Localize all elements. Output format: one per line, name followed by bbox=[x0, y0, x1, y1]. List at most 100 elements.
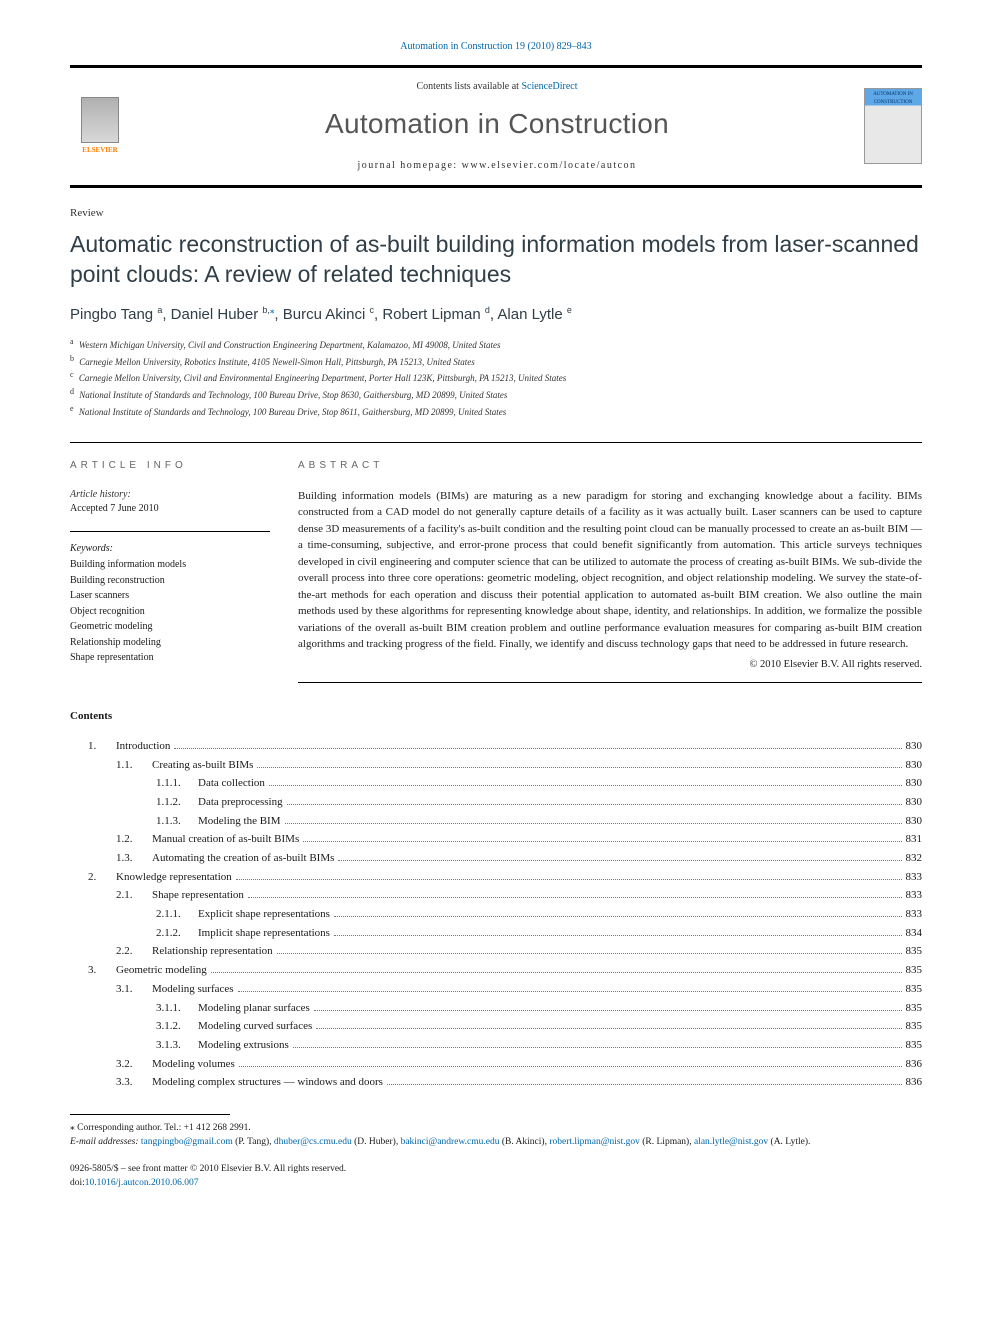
footer-block: 0926-5805/$ – see front matter © 2010 El… bbox=[70, 1163, 922, 1191]
toc-number: 2.1.1. bbox=[156, 905, 198, 924]
toc-page: 830 bbox=[906, 756, 923, 775]
article-info-heading: ARTICLE INFO bbox=[70, 459, 270, 474]
toc-title: Data preprocessing bbox=[198, 793, 283, 812]
toc-entry[interactable]: 3.1.2.Modeling curved surfaces835 bbox=[70, 1017, 922, 1036]
toc-page: 835 bbox=[906, 1017, 923, 1036]
email-link[interactable]: tangpingbo@gmail.com bbox=[141, 1137, 233, 1147]
toc-page: 833 bbox=[906, 868, 923, 887]
email-link[interactable]: bakinci@andrew.cmu.edu bbox=[401, 1137, 500, 1147]
toc-leader bbox=[303, 841, 901, 842]
author: Burcu Akinci c bbox=[283, 306, 374, 323]
toc-page: 831 bbox=[906, 830, 923, 849]
toc-entry[interactable]: 1.2.Manual creation of as-built BIMs 831 bbox=[70, 830, 922, 849]
journal-homepage: journal homepage: www.elsevier.com/locat… bbox=[130, 159, 864, 174]
contents-heading: Contents bbox=[70, 709, 922, 725]
toc-title: Modeling the BIM bbox=[198, 812, 281, 831]
header-center: Contents lists available at ScienceDirec… bbox=[130, 80, 864, 174]
toc-leader bbox=[285, 823, 902, 824]
affiliation: e National Institute of Standards and Te… bbox=[70, 403, 922, 420]
affiliation-list: a Western Michigan University, Civil and… bbox=[70, 336, 922, 421]
toc-entry[interactable]: 2.1.Shape representation833 bbox=[70, 886, 922, 905]
toc-number: 1. bbox=[88, 737, 116, 756]
toc-number: 1.1. bbox=[116, 756, 152, 775]
toc-entry[interactable]: 2.Knowledge representation833 bbox=[70, 868, 922, 887]
toc-entry[interactable]: 1.1.3.Modeling the BIM830 bbox=[70, 812, 922, 831]
toc-page: 835 bbox=[906, 961, 923, 980]
toc-entry[interactable]: 3.1.Modeling surfaces835 bbox=[70, 980, 922, 999]
abstract-column: ABSTRACT Building information models (BI… bbox=[298, 442, 922, 683]
toc-number: 2.1.2. bbox=[156, 924, 198, 943]
doi-line: doi:10.1016/j.autcon.2010.06.007 bbox=[70, 1177, 922, 1191]
toc-page: 836 bbox=[906, 1055, 923, 1074]
toc-title: Creating as-built BIMs bbox=[152, 756, 253, 775]
toc-leader bbox=[238, 991, 902, 992]
keyword: Building information models bbox=[70, 557, 270, 573]
toc-number: 3. bbox=[88, 961, 116, 980]
toc-entry[interactable]: 1.1.2.Data preprocessing830 bbox=[70, 793, 922, 812]
toc-page: 833 bbox=[906, 886, 923, 905]
toc-leader bbox=[293, 1047, 902, 1048]
toc-number: 1.2. bbox=[116, 830, 152, 849]
email-addresses: E-mail addresses: tangpingbo@gmail.com (… bbox=[70, 1135, 922, 1149]
toc-entry[interactable]: 3.Geometric modeling835 bbox=[70, 961, 922, 980]
email-link[interactable]: robert.lipman@nist.gov bbox=[549, 1137, 640, 1147]
keywords-label: Keywords: bbox=[70, 542, 270, 557]
keyword: Laser scanners bbox=[70, 588, 270, 604]
sciencedirect-link[interactable]: ScienceDirect bbox=[521, 81, 577, 92]
toc-entry[interactable]: 2.1.2.Implicit shape representations 834 bbox=[70, 924, 922, 943]
toc-leader bbox=[248, 897, 902, 898]
toc-page: 833 bbox=[906, 905, 923, 924]
keyword: Building reconstruction bbox=[70, 573, 270, 589]
toc-title: Knowledge representation bbox=[116, 868, 232, 887]
toc-leader bbox=[211, 972, 902, 973]
affiliation: b Carnegie Mellon University, Robotics I… bbox=[70, 353, 922, 370]
toc-title: Shape representation bbox=[152, 886, 244, 905]
toc-number: 3.3. bbox=[116, 1073, 152, 1092]
toc-page: 830 bbox=[906, 812, 923, 831]
publisher-name: ELSEVIER bbox=[82, 145, 117, 155]
toc-entry[interactable]: 1.1.1.Data collection830 bbox=[70, 774, 922, 793]
elsevier-tree-icon bbox=[81, 97, 119, 143]
toc-title: Data collection bbox=[198, 774, 265, 793]
email-link[interactable]: dhuber@cs.cmu.edu bbox=[274, 1137, 352, 1147]
toc-entry[interactable]: 2.2.Relationship representation835 bbox=[70, 942, 922, 961]
toc-entry[interactable]: 3.1.3.Modeling extrusions835 bbox=[70, 1036, 922, 1055]
toc-title: Modeling volumes bbox=[152, 1055, 235, 1074]
email-link[interactable]: alan.lytle@nist.gov bbox=[694, 1137, 768, 1147]
toc-entry[interactable]: 3.1.1.Modeling planar surfaces835 bbox=[70, 999, 922, 1018]
toc-page: 835 bbox=[906, 1036, 923, 1055]
toc-number: 3.1.2. bbox=[156, 1017, 198, 1036]
toc-number: 2.2. bbox=[116, 942, 152, 961]
toc-leader bbox=[334, 935, 902, 936]
affiliation: c Carnegie Mellon University, Civil and … bbox=[70, 369, 922, 386]
corresponding-author-link[interactable]: ⁎ bbox=[270, 305, 275, 315]
toc-leader bbox=[316, 1028, 901, 1029]
toc-page: 835 bbox=[906, 942, 923, 961]
keyword: Shape representation bbox=[70, 650, 270, 666]
table-of-contents: 1.Introduction8301.1.Creating as-built B… bbox=[70, 737, 922, 1092]
abstract-bottom-rule bbox=[298, 682, 922, 683]
toc-title: Manual creation of as-built BIMs bbox=[152, 830, 299, 849]
toc-page: 832 bbox=[906, 849, 923, 868]
toc-entry[interactable]: 2.1.1.Explicit shape representations833 bbox=[70, 905, 922, 924]
toc-entry[interactable]: 1.Introduction 830 bbox=[70, 737, 922, 756]
doi-link[interactable]: 10.1016/j.autcon.2010.06.007 bbox=[85, 1178, 199, 1188]
toc-entry[interactable]: 1.1.Creating as-built BIMs 830 bbox=[70, 756, 922, 775]
info-abstract-row: ARTICLE INFO Article history: Accepted 7… bbox=[70, 442, 922, 683]
toc-title: Implicit shape representations bbox=[198, 924, 330, 943]
toc-entry[interactable]: 1.3.Automating the creation of as-built … bbox=[70, 849, 922, 868]
abstract-heading: ABSTRACT bbox=[298, 459, 922, 474]
article-title: Automatic reconstruction of as-built bui… bbox=[70, 230, 922, 290]
toc-entry[interactable]: 3.3.Modeling complex structures — window… bbox=[70, 1073, 922, 1092]
toc-page: 834 bbox=[906, 924, 923, 943]
toc-page: 830 bbox=[906, 737, 923, 756]
toc-leader bbox=[269, 785, 902, 786]
toc-title: Introduction bbox=[116, 737, 170, 756]
corresponding-author-note: ⁎ Corresponding author. Tel.: +1 412 268… bbox=[70, 1121, 922, 1135]
toc-entry[interactable]: 3.2.Modeling volumes836 bbox=[70, 1055, 922, 1074]
toc-leader bbox=[387, 1084, 902, 1085]
toc-leader bbox=[174, 748, 901, 749]
toc-page: 835 bbox=[906, 999, 923, 1018]
toc-number: 3.1.1. bbox=[156, 999, 198, 1018]
author: Daniel Huber b,⁎ bbox=[171, 306, 275, 323]
